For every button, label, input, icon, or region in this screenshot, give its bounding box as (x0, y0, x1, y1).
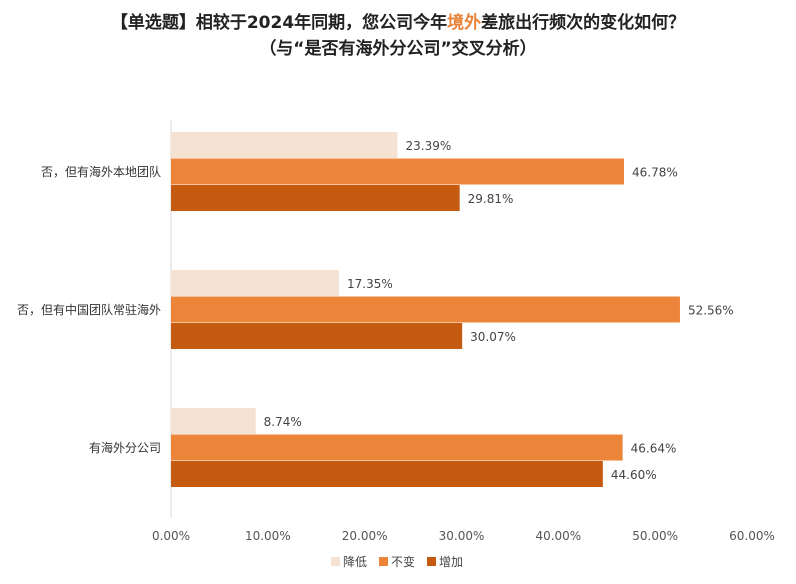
bar-增加-1 (171, 323, 463, 349)
title-line-1: 【单选题】相较于2024年同期，您公司今年境外差旅出行频次的变化如何？ (0, 10, 796, 36)
category-label: 有海外分公司 (89, 440, 161, 455)
title-highlight: 境外 (447, 13, 482, 33)
bar-降低-2 (171, 408, 256, 434)
x-tick-label: 10.00% (245, 529, 291, 543)
x-tick-label: 50.00% (632, 529, 678, 543)
data-label: 30.07% (470, 330, 516, 344)
bar-增加-2 (171, 461, 603, 487)
x-tick-label: 40.00% (535, 529, 581, 543)
data-label: 17.35% (347, 277, 393, 291)
legend-label: 增加 (439, 555, 463, 569)
data-label: 44.60% (611, 468, 657, 482)
legend-swatch-增加 (427, 557, 436, 566)
chart-title: 【单选题】相较于2024年同期，您公司今年境外差旅出行频次的变化如何？ （与“是… (0, 10, 796, 62)
bar-不变-1 (171, 296, 680, 323)
bar-不变-0 (171, 158, 624, 185)
bar-增加-0 (171, 185, 460, 211)
title-suffix: 差旅出行频次的变化如何？ (481, 13, 686, 33)
data-label: 29.81% (468, 192, 514, 206)
legend-label: 不变 (391, 554, 415, 569)
x-tick-label: 20.00% (342, 529, 388, 543)
x-tick-label: 0.00% (152, 529, 190, 543)
data-label: 52.56% (688, 304, 734, 318)
legend-swatch-不变 (379, 557, 388, 566)
category-label: 否，但有海外本地团队 (41, 164, 161, 179)
legend-label: 降低 (343, 555, 367, 569)
bar-不变-2 (171, 434, 623, 461)
data-label: 46.64% (631, 442, 677, 456)
title-prefix: 【单选题】相较于2024年同期，您公司今年 (110, 13, 448, 33)
data-label: 8.74% (264, 415, 302, 429)
legend-swatch-降低 (331, 557, 340, 566)
bar-降低-0 (171, 132, 398, 158)
x-tick-label: 60.00% (729, 529, 775, 543)
category-label: 否，但有中国团队常驻海外 (17, 302, 161, 317)
x-tick-label: 30.00% (439, 529, 485, 543)
bar-降低-1 (171, 270, 340, 296)
data-label: 23.39% (405, 139, 451, 153)
title-line-2: （与“是否有海外分公司”交叉分析） (259, 39, 537, 59)
data-label: 46.78% (632, 166, 678, 180)
